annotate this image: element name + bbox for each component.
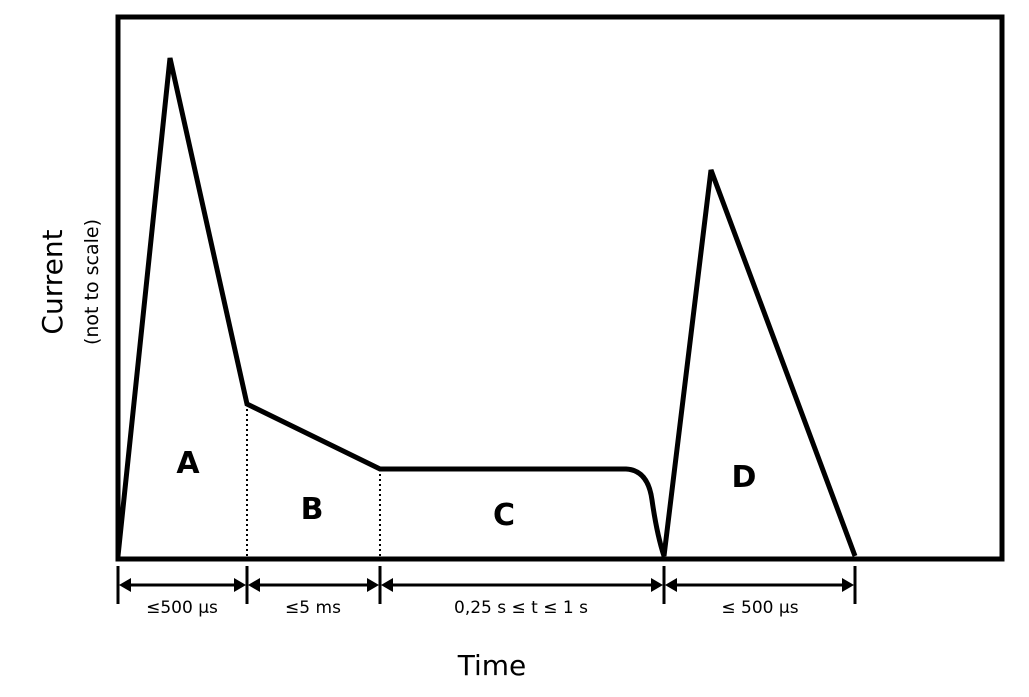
duration-label-b: ≤5 ms [285, 598, 341, 618]
plot-frame [115, 14, 1005, 562]
y-axis-subtitle: (not to scale) [81, 219, 103, 345]
arrowhead [367, 578, 379, 592]
dimension-lines [116, 566, 857, 604]
current-waveform [115, 57, 858, 557]
duration-label-a: ≤500 µs [146, 598, 218, 618]
region-label-d: D [732, 460, 757, 495]
region-label-a: A [176, 446, 200, 481]
arrowhead [381, 578, 393, 592]
arrowhead [651, 578, 663, 592]
arrowhead [665, 578, 677, 592]
arrowhead [119, 578, 131, 592]
y-axis-title: Current [36, 229, 69, 334]
x-axis-title: Time [457, 649, 527, 682]
region-label-c: C [493, 498, 515, 533]
arrowhead [842, 578, 854, 592]
duration-label-d: ≤ 500 µs [721, 598, 798, 618]
arrowhead [234, 578, 246, 592]
region-label-b: B [301, 492, 324, 527]
arrowhead [248, 578, 260, 592]
duration-label-c: 0,25 s ≤ t ≤ 1 s [454, 598, 588, 618]
